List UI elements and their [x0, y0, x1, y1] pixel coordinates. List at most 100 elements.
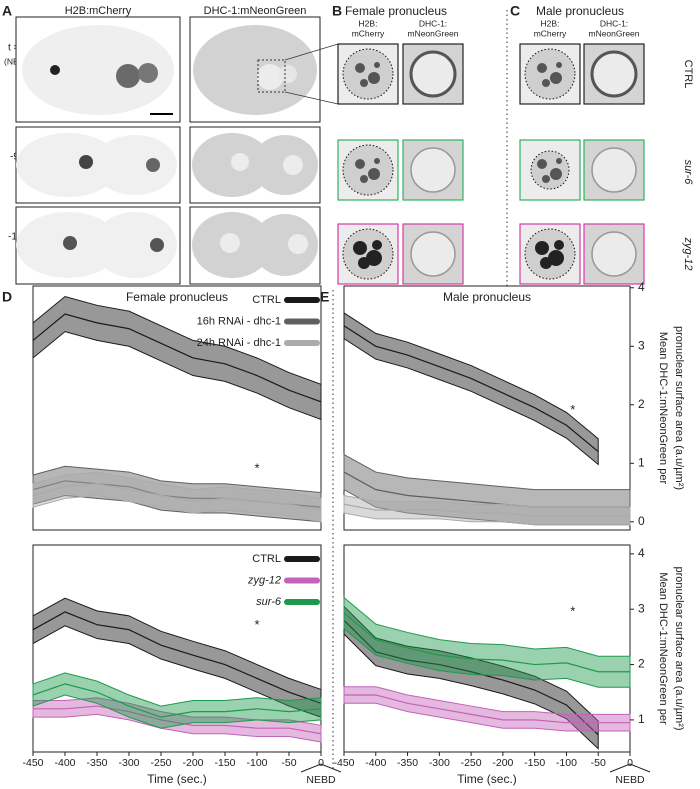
x-tick-label: 0: [627, 757, 633, 769]
column-header: DHC-1:: [419, 18, 447, 28]
error-band: [343, 596, 631, 688]
mean-line: [32, 683, 322, 718]
mean-line: [344, 694, 630, 724]
annotation: *: [254, 617, 259, 632]
legend-label: CTRL: [252, 294, 281, 306]
legend-label: 24h RNAi - dhc-1: [197, 337, 281, 349]
nucleus: [524, 48, 576, 100]
mean-line: [343, 619, 599, 736]
chromatin: [368, 72, 380, 84]
chromatin: [550, 72, 562, 84]
y-tick-label: 2: [638, 397, 645, 411]
plot-frame: [32, 544, 322, 753]
chromatin: [360, 79, 368, 87]
y-axis-label: Mean DHC-1:mNeonGreen per: [657, 572, 669, 725]
chromatin: [366, 250, 382, 266]
x-tick-label: -50: [281, 757, 296, 769]
column-header: mNeonGreen: [407, 28, 458, 38]
column-header: H2B:mCherry: [65, 5, 132, 17]
error-band: [32, 295, 322, 421]
row-label: CTRL: [682, 60, 694, 89]
event-bracket: [609, 763, 651, 773]
panel-label: E: [320, 289, 329, 305]
x-tick-label: -450: [22, 757, 43, 769]
chromatin: [355, 159, 365, 169]
x-axis-label: Time (sec.): [457, 772, 517, 786]
x-tick-label: -250: [461, 757, 482, 769]
y-tick-label: 2: [638, 657, 645, 671]
x-tick-label: -400: [54, 757, 75, 769]
chromatin: [535, 241, 549, 255]
x-tick-label: 0: [318, 757, 324, 769]
y-axis-label: pronuclear surface area (a.u/µm²): [673, 566, 685, 730]
nucleus: [530, 150, 570, 190]
y-axis-label: pronuclear surface area (a.u/µm²): [673, 326, 685, 490]
chromatin: [548, 250, 564, 266]
chart-title: Female pronucleus: [126, 290, 228, 304]
column-header: mCherry: [352, 28, 385, 38]
envelope: [409, 50, 457, 98]
column-header: H2B:: [541, 18, 560, 28]
legend-label: sur-6: [256, 596, 282, 608]
nucleus: [342, 144, 394, 196]
annotation: *: [570, 603, 575, 618]
event-label: NEBD: [615, 774, 645, 786]
nucleus: [342, 48, 394, 100]
x-tick-label: -300: [429, 757, 450, 769]
chromatin: [540, 257, 552, 269]
y-tick-label: 1: [638, 712, 645, 726]
x-tick-label: -150: [524, 757, 545, 769]
chromatin: [368, 168, 380, 180]
chromatin: [360, 175, 368, 183]
plot-frame: [343, 285, 631, 531]
x-tick-label: -350: [86, 757, 107, 769]
legend-label: CTRL: [252, 553, 281, 565]
envelope: [410, 231, 456, 277]
y-tick-label: 1: [638, 455, 645, 469]
panel-title: Male pronucleus: [536, 4, 624, 18]
error-band: [32, 672, 322, 729]
x-tick-label: -450: [333, 757, 354, 769]
y-tick-label: 3: [638, 601, 645, 615]
mean-line: [32, 483, 322, 511]
chromatin: [542, 79, 550, 87]
legend-label: zyg-12: [247, 574, 281, 586]
error-band: [343, 311, 599, 466]
error-band: [343, 686, 631, 732]
row-label: zyg-12: [682, 236, 694, 270]
chromatin: [550, 168, 562, 180]
y-tick-label: 3: [638, 338, 645, 352]
chromatin: [537, 63, 547, 73]
x-tick-label: -200: [182, 757, 203, 769]
chromatin: [554, 240, 564, 250]
column-header: DHC-1:: [600, 18, 628, 28]
x-tick-label: -200: [492, 757, 513, 769]
chromatin: [374, 158, 380, 164]
legend-label: 16h RNAi - dhc-1: [197, 315, 281, 327]
event-bracket: [300, 763, 342, 773]
mean-line: [32, 611, 322, 704]
annotation: *: [254, 461, 259, 476]
chromatin: [358, 257, 370, 269]
micrographs-a: [15, 16, 339, 285]
panel-title: Female pronucleus: [345, 4, 447, 18]
column-header: DHC-1:mNeonGreen: [204, 5, 307, 17]
mean-line: [343, 612, 630, 673]
mean-line: [32, 313, 322, 403]
x-tick-label: -400: [365, 757, 386, 769]
panel-label: B: [332, 3, 342, 19]
column-header: mCherry: [534, 28, 567, 38]
column-header: H2B:: [359, 18, 378, 28]
envelope: [591, 147, 637, 193]
mean-line: [33, 705, 322, 735]
panel-label: A: [2, 3, 12, 19]
panel-label: C: [510, 3, 520, 19]
chromatin: [372, 240, 382, 250]
chromatin: [556, 158, 562, 164]
chromatin: [537, 159, 547, 169]
row-label: sur-6: [682, 160, 694, 186]
chromatin: [542, 175, 550, 183]
chromatin: [374, 62, 380, 68]
y-tick-label: 4: [638, 546, 645, 560]
